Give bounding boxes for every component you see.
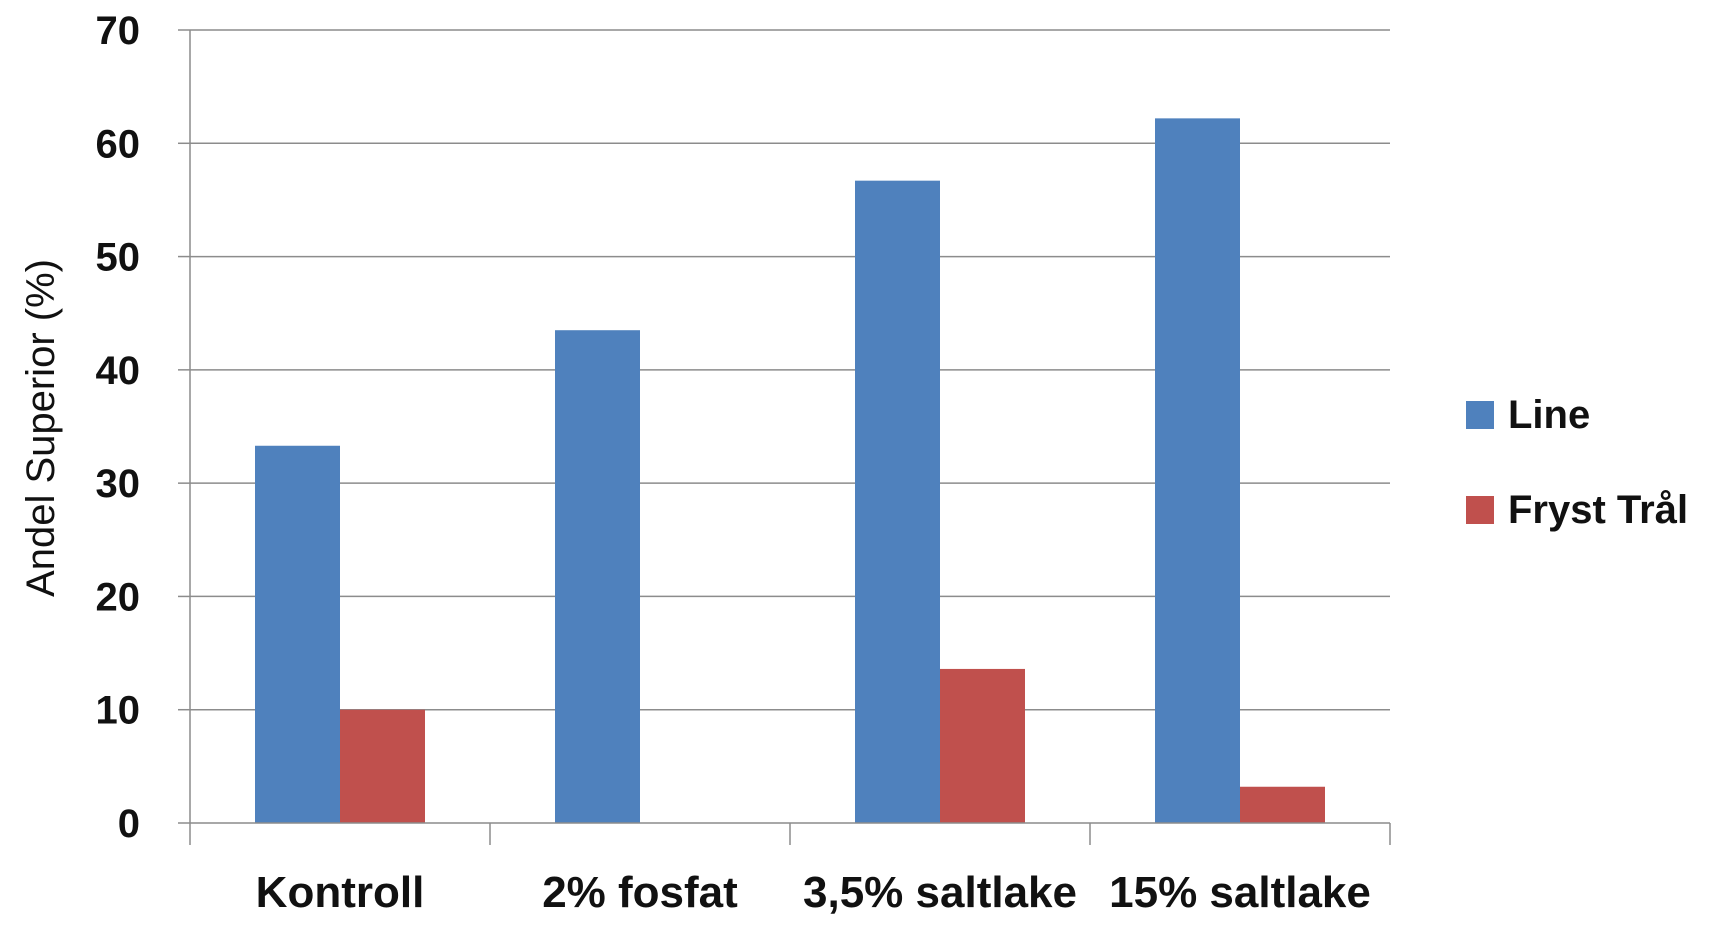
x-tick-label: 3,5% saltlake: [803, 868, 1077, 917]
x-tick-label: Kontroll: [256, 868, 425, 917]
bar-fryst-tral: [1240, 786, 1325, 823]
legend-label: Fryst Trål: [1508, 488, 1688, 532]
bar-fryst-tral: [340, 709, 425, 823]
y-tick-label: 40: [96, 349, 141, 393]
bar-line: [855, 180, 940, 824]
y-tick-labels: 0 10 20 30 40 50 60 70: [96, 9, 141, 846]
legend-swatch: [1466, 496, 1494, 524]
y-tick-label: 30: [96, 462, 141, 506]
y-tick-label: 10: [96, 689, 141, 733]
x-tick-label: 2% fosfat: [542, 868, 738, 917]
legend: Line Fryst Trål: [1466, 393, 1688, 532]
bar-fryst-tral: [940, 668, 1025, 823]
y-tick-label: 70: [96, 9, 141, 53]
legend-swatch: [1466, 401, 1494, 429]
x-tick-label: 15% saltlake: [1109, 868, 1371, 917]
bars: [255, 118, 1325, 824]
y-tick-label: 50: [96, 236, 141, 280]
y-tick-label: 0: [118, 802, 140, 846]
axes: [178, 29, 1391, 845]
legend-label: Line: [1508, 393, 1590, 437]
x-tick-labels: Kontroll 2% fosfat 3,5% saltlake 15% saltla…: [256, 868, 1371, 917]
bar-line: [255, 445, 340, 823]
bar-line: [555, 330, 640, 823]
bar-line: [1155, 118, 1240, 823]
y-tick-label: 20: [96, 575, 141, 619]
gridlines: [190, 29, 1390, 711]
y-axis-label: Andel Superior (%): [19, 259, 63, 597]
y-tick-label: 60: [96, 122, 141, 166]
